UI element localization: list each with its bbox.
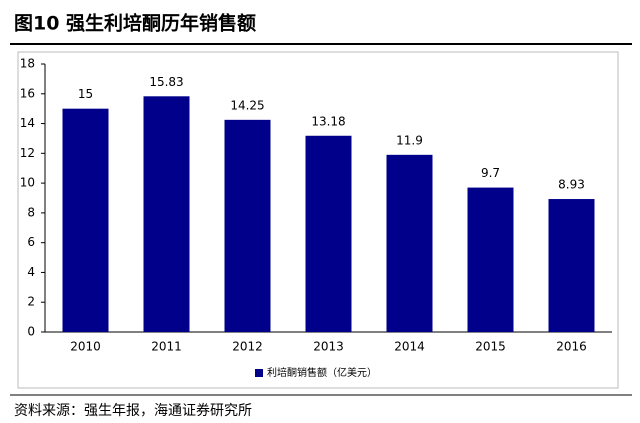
plot-frame: [17, 51, 619, 389]
y-tick-label: 12: [20, 146, 35, 160]
y-tick-label: 16: [20, 86, 35, 100]
value-label: 9.7: [481, 166, 500, 180]
x-tick-label: 2010: [70, 340, 101, 354]
chart-title: 图10 强生利培酮历年销售额: [14, 12, 256, 35]
value-label: 15.83: [149, 75, 183, 89]
y-tick-label: 6: [27, 235, 35, 249]
bar: [305, 135, 352, 332]
y-tick-label: 2: [27, 295, 35, 309]
legend-label: 利培酮销售额（亿美元）: [267, 366, 377, 379]
bar: [548, 199, 595, 332]
y-tick-label: 8: [27, 205, 35, 219]
bar: [467, 187, 514, 332]
y-tick-label: 4: [27, 265, 35, 279]
y-tick-label: 0: [27, 325, 35, 339]
x-tick-label: 2012: [232, 340, 263, 354]
bar: [386, 154, 433, 332]
y-tick-label: 10: [20, 176, 35, 190]
y-tick-label: 18: [20, 57, 35, 71]
bar: [224, 119, 271, 332]
x-tick-label: 2016: [556, 340, 587, 354]
x-tick-label: 2015: [475, 340, 506, 354]
x-tick-label: 2014: [394, 340, 425, 354]
value-label: 8.93: [558, 178, 585, 192]
legend-swatch: [255, 369, 263, 377]
y-tick-label: 14: [20, 116, 35, 130]
value-label: 15: [78, 87, 93, 101]
bar: [143, 96, 190, 332]
value-label: 11.9: [396, 133, 423, 147]
bar: [62, 108, 109, 333]
value-label: 13.18: [311, 114, 345, 128]
x-tick-label: 2011: [151, 340, 182, 354]
x-tick-label: 2013: [313, 340, 344, 354]
source: 资料来源：强生年报，海通证券研究所: [14, 403, 252, 419]
value-label: 14.25: [230, 98, 264, 112]
